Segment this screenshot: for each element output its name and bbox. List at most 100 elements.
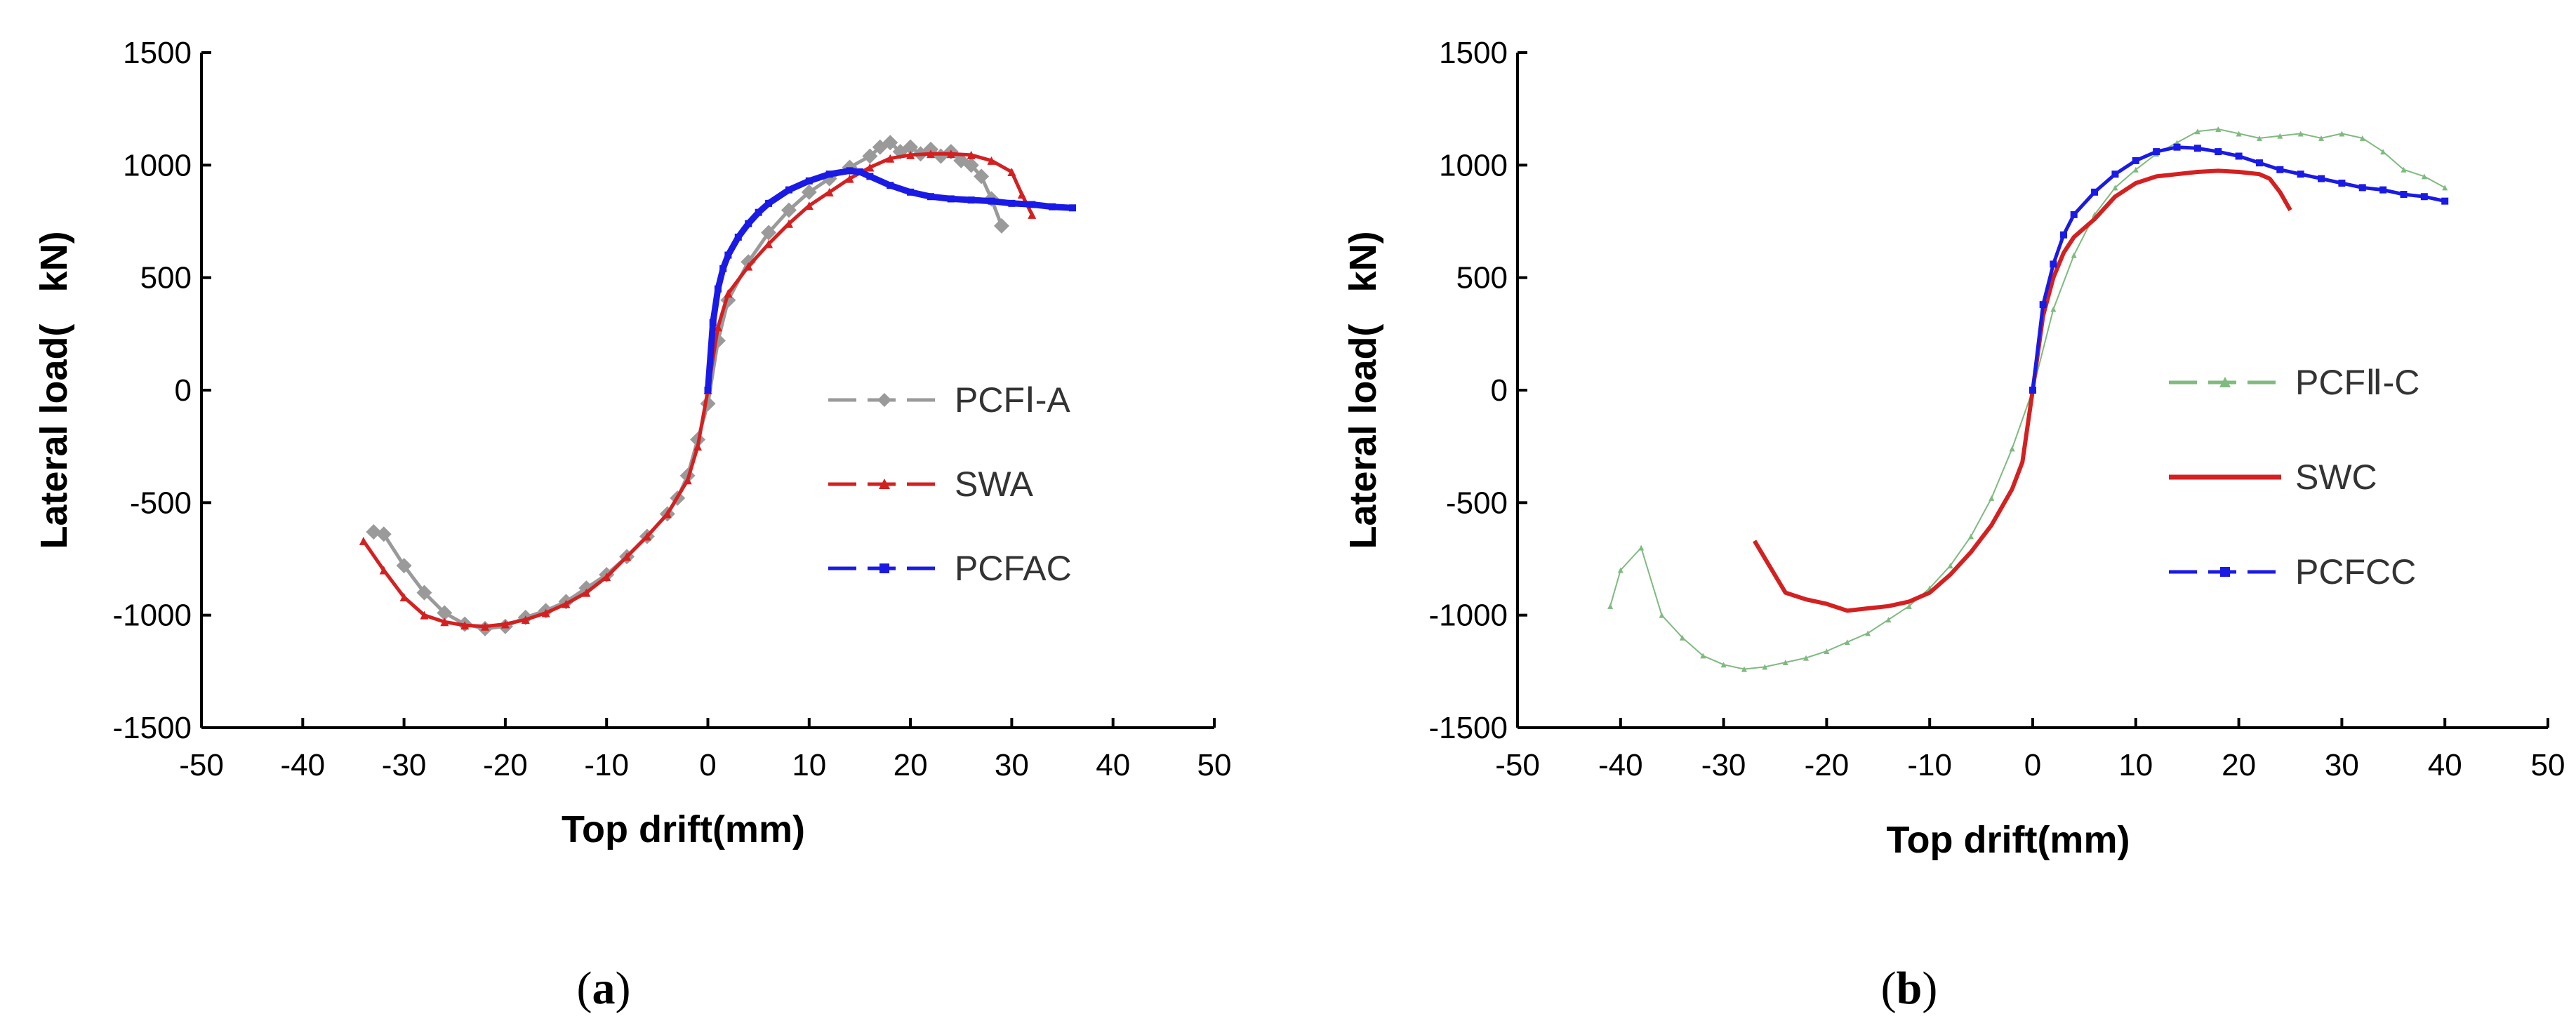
panel-a-data-point <box>862 148 878 164</box>
panel-a-data-point <box>1049 203 1056 211</box>
panel-b-data-point <box>1720 662 1727 668</box>
panel-a-data-point <box>663 509 672 519</box>
panel-b-x-tick-label: 10 <box>2118 748 2153 782</box>
panel-a-data-point <box>865 163 875 172</box>
panel-a-data-point <box>1017 190 1026 199</box>
panel-a-data-point <box>366 524 382 540</box>
panel-b-x-axis-title: Top drift(mm) <box>1887 819 2130 861</box>
panel-b-data-point <box>2297 171 2304 178</box>
panel-a-data-point <box>1008 199 1016 207</box>
panel-b-data-point <box>2421 173 2427 180</box>
panel-a-data-point <box>1028 201 1036 208</box>
panel-b-y-tick-label: 500 <box>1456 261 1508 295</box>
panel-a-data-point <box>882 135 898 151</box>
panel-a-data-point <box>359 536 368 545</box>
panel-a-data-point <box>1028 210 1037 219</box>
panel-b-data-point <box>2255 159 2263 167</box>
panel-a-x-tick-label: 10 <box>792 748 826 782</box>
panel-b-data-point <box>2050 306 2057 312</box>
panel-a-data-point <box>927 193 934 201</box>
panel-b-data-point <box>1679 634 1685 641</box>
panel-b-data-point <box>1638 545 1645 551</box>
panel-b-legend-entry: PCFCC <box>2169 552 2416 592</box>
panel-b-legend-label: PCFⅡ-C <box>2295 363 2419 402</box>
panel-b-y-axis-title: Lateral load( kN) <box>1342 231 1384 549</box>
panel-a-data-point <box>967 150 976 159</box>
panel-a-series-pcfac <box>704 167 1076 394</box>
panel-a-data-point <box>623 552 632 561</box>
panel-a-legend-entry: PCFAC <box>828 549 1072 588</box>
panel-a-x-tick-label: -30 <box>382 748 427 782</box>
panel-b-x-tick-label: 20 <box>2222 748 2256 782</box>
panel-b-data-point <box>2153 148 2160 156</box>
panel-b-data-point <box>2215 126 2222 133</box>
panel-a-data-point <box>887 182 894 189</box>
panel-a-x-tick-label: 40 <box>1096 748 1130 782</box>
panel-a-data-point <box>719 265 727 272</box>
panel-a-data-point <box>764 239 774 248</box>
panel-a-data-point <box>724 251 732 259</box>
panel-b-x-tick-label: -50 <box>1495 748 1540 782</box>
panel-b-data-point <box>2111 171 2119 178</box>
panel-b-data-point <box>2359 135 2365 141</box>
panel-b-data-point <box>1967 533 1974 540</box>
panel-b-data-point <box>2235 152 2243 160</box>
panel-a-data-point <box>399 593 409 602</box>
panel-a-data-point <box>642 532 651 541</box>
panel-b-series-line <box>1753 168 2292 613</box>
panel-a-data-point <box>745 220 752 227</box>
panel-a-y-tick-label: -1500 <box>112 711 192 745</box>
panel-a-data-point <box>693 442 703 451</box>
panel-a-data-point <box>396 558 412 574</box>
panel-a-caption-letter: a <box>592 963 616 1014</box>
panel-a-x-tick-label: -10 <box>584 748 629 782</box>
panel-b-data-point <box>1947 563 1953 569</box>
panel-a-data-point <box>907 188 915 196</box>
panel-b-data-point <box>2236 131 2242 137</box>
panel-a-data-point <box>500 620 510 629</box>
panel-b-data-point <box>2401 166 2407 173</box>
panel-a-data-point <box>946 149 955 159</box>
panel-a-legend-entry: PCFⅠ-A <box>828 380 1070 420</box>
panel-b-data-point <box>2380 149 2386 155</box>
panel-b-caption-letter: b <box>1897 963 1923 1014</box>
panel-a-data-point <box>582 588 591 597</box>
panel-b-data-point <box>2132 166 2139 173</box>
panel-b-data-point <box>1617 567 1624 573</box>
panel-a-series-line <box>705 167 1073 391</box>
panel-a-data-point <box>987 156 996 165</box>
panel-a-data-point <box>602 573 611 582</box>
panel-b-data-point <box>2318 175 2325 182</box>
panel-a-y-tick-label: -1000 <box>112 599 192 633</box>
panel-b-data-point <box>2215 148 2222 156</box>
panel-a-x-tick-label: -50 <box>179 748 224 782</box>
panel-b-data-point <box>1700 653 1706 659</box>
panel-b-x-tick-label: 50 <box>2531 748 2565 782</box>
panel-b-data-point <box>2339 131 2345 137</box>
panel-a-data-point <box>734 233 742 241</box>
panel-a-x-tick-label: 20 <box>894 748 928 782</box>
panel-b-data-point <box>1782 660 1788 666</box>
panel-a-data-point <box>578 580 595 596</box>
panel-b-data-point <box>2276 166 2284 173</box>
panel-a-data-point <box>741 254 757 270</box>
panel-b-legend-marker <box>2219 377 2231 387</box>
panel-a-data-point <box>784 219 793 228</box>
panel-b-data-point <box>2379 186 2387 194</box>
panel-a-data-point <box>440 617 449 627</box>
panel-b-data-point <box>2009 446 2015 452</box>
panel-a-legend-label: SWA <box>955 465 1034 504</box>
panel-a-y-axis-title: Lateral load( kN) <box>33 231 75 549</box>
panel-a-data-point <box>1007 167 1016 176</box>
panel-b-y-tick-label: 1500 <box>1439 36 1508 70</box>
panel-b-data-point <box>2338 179 2346 187</box>
panel-a-x-tick-label: -40 <box>281 748 326 782</box>
panel-a-data-point <box>541 608 550 617</box>
panel-b-data-point <box>2442 185 2448 191</box>
panel-b-series-swc <box>1753 168 2292 613</box>
panel-a-data-point <box>376 526 392 542</box>
panel-a-legend-marker <box>879 479 890 489</box>
panel-a-legend-entry: SWA <box>828 465 1034 504</box>
panel-b-data-point <box>2071 252 2077 258</box>
